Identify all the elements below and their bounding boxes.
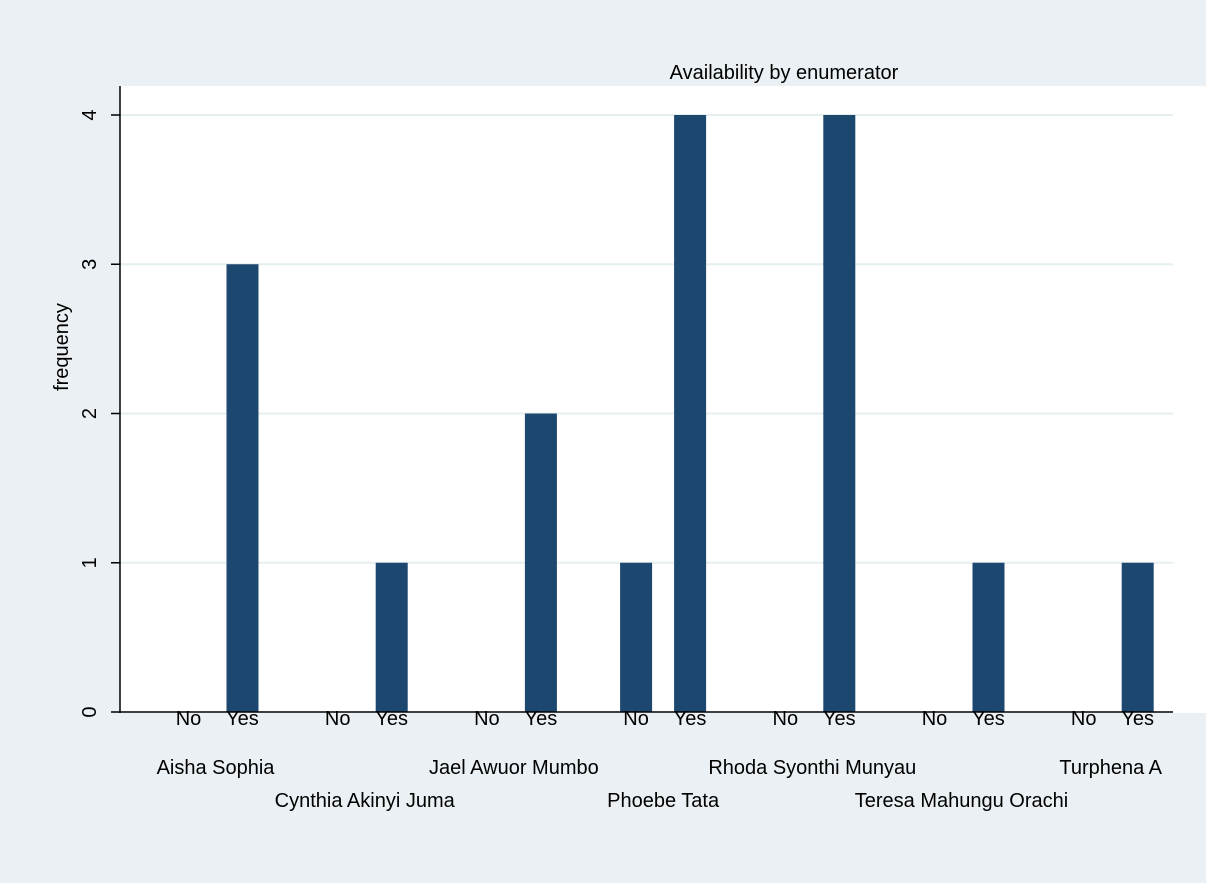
x-subcategory-label: Yes [226,708,259,730]
x-category-label: Phoebe Tata [607,790,720,812]
x-subcategory-label: No [474,708,500,730]
bar [226,264,259,712]
x-subcategory-label: No [773,708,799,730]
y-axis-label: frequency [51,303,73,391]
bar [972,562,1005,712]
x-category-label: Turphena A [1059,757,1162,779]
bar [620,562,653,712]
x-labels: No Yes Aisha Sophia No Yes Cynthia Akinyi Jum… [157,708,1163,812]
plot-area [120,86,1206,713]
y-tick-label: 1 [79,557,101,568]
x-subcategory-label: No [922,708,948,730]
x-subcategory-label: Yes [1121,708,1154,730]
y-tick-label: 3 [79,259,101,270]
x-category-label: Rhoda Syonthi Munyau [708,757,916,779]
y-ticks: 0 1 2 3 4 [79,109,120,718]
bar [823,115,856,712]
bar [375,562,408,712]
y-tick-label: 0 [79,706,101,717]
chart-title: Availability by enumerator [670,62,899,84]
x-subcategory-label: Yes [823,708,856,730]
y-tick-label: 4 [79,109,101,120]
x-category-label: Teresa Mahungu Orachi [855,790,1068,812]
x-subcategory-label: Yes [674,708,707,730]
x-category-label: Aisha Sophia [157,757,276,779]
x-subcategory-label: Yes [375,708,408,730]
y-tick-label: 2 [79,408,101,419]
x-subcategory-label: Yes [972,708,1005,730]
bar [1121,562,1154,712]
x-subcategory-label: No [623,708,649,730]
bar [524,413,557,712]
x-subcategory-label: Yes [525,708,558,730]
bar [674,115,707,712]
x-subcategory-label: No [176,708,202,730]
x-category-label: Jael Awuor Mumbo [429,757,599,779]
x-subcategory-label: No [1071,708,1097,730]
x-subcategory-label: No [325,708,351,730]
x-category-label: Cynthia Akinyi Juma [275,790,456,812]
bars [226,115,1154,712]
